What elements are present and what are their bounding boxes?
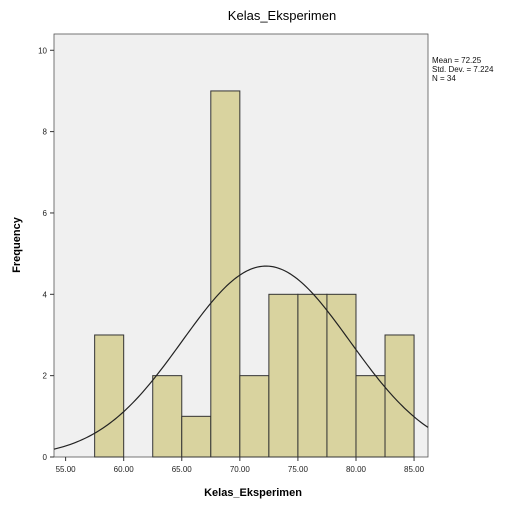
y-axis-label: Frequency	[11, 216, 23, 273]
x-axis-label: Kelas_Eksperimen	[204, 487, 302, 499]
y-tick-label-4: 8	[43, 128, 48, 137]
histogram-bar-2	[181, 415, 212, 458]
x-tick-label-3: 70.00	[230, 465, 251, 474]
histogram-bar-0	[94, 334, 125, 458]
histogram-bar-6	[297, 293, 328, 458]
x-tick-label-4: 75.00	[288, 465, 309, 474]
histogram-bar-5	[268, 293, 299, 458]
histogram-bar-9	[384, 334, 415, 458]
histogram-bar-4	[239, 375, 270, 458]
histogram-bar-3	[210, 90, 241, 458]
y-tick-label-0: 0	[43, 453, 48, 462]
x-tick-label-2: 65.00	[172, 465, 193, 474]
histogram-bar-1	[152, 375, 183, 458]
x-tick-label-6: 85.00	[404, 465, 425, 474]
stat-std-dev: Std. Dev. = 7.224	[432, 65, 494, 74]
normal-curve	[53, 265, 429, 450]
x-tick-label-1: 60.00	[114, 465, 135, 474]
x-tick-label-0: 55.00	[56, 465, 77, 474]
chart-title: Kelas_Eksperimen	[228, 8, 336, 23]
y-tick-label-3: 6	[43, 209, 48, 218]
histogram-bar-8	[355, 375, 386, 458]
y-tick-label-5: 10	[38, 46, 47, 55]
histogram-bar-7	[326, 293, 357, 458]
stat-n: N = 34	[432, 74, 456, 83]
x-tick-label-5: 80.00	[346, 465, 367, 474]
y-tick-label-1: 2	[43, 372, 48, 381]
stat-mean: Mean = 72.25	[432, 56, 482, 65]
y-tick-label-2: 4	[43, 290, 48, 299]
